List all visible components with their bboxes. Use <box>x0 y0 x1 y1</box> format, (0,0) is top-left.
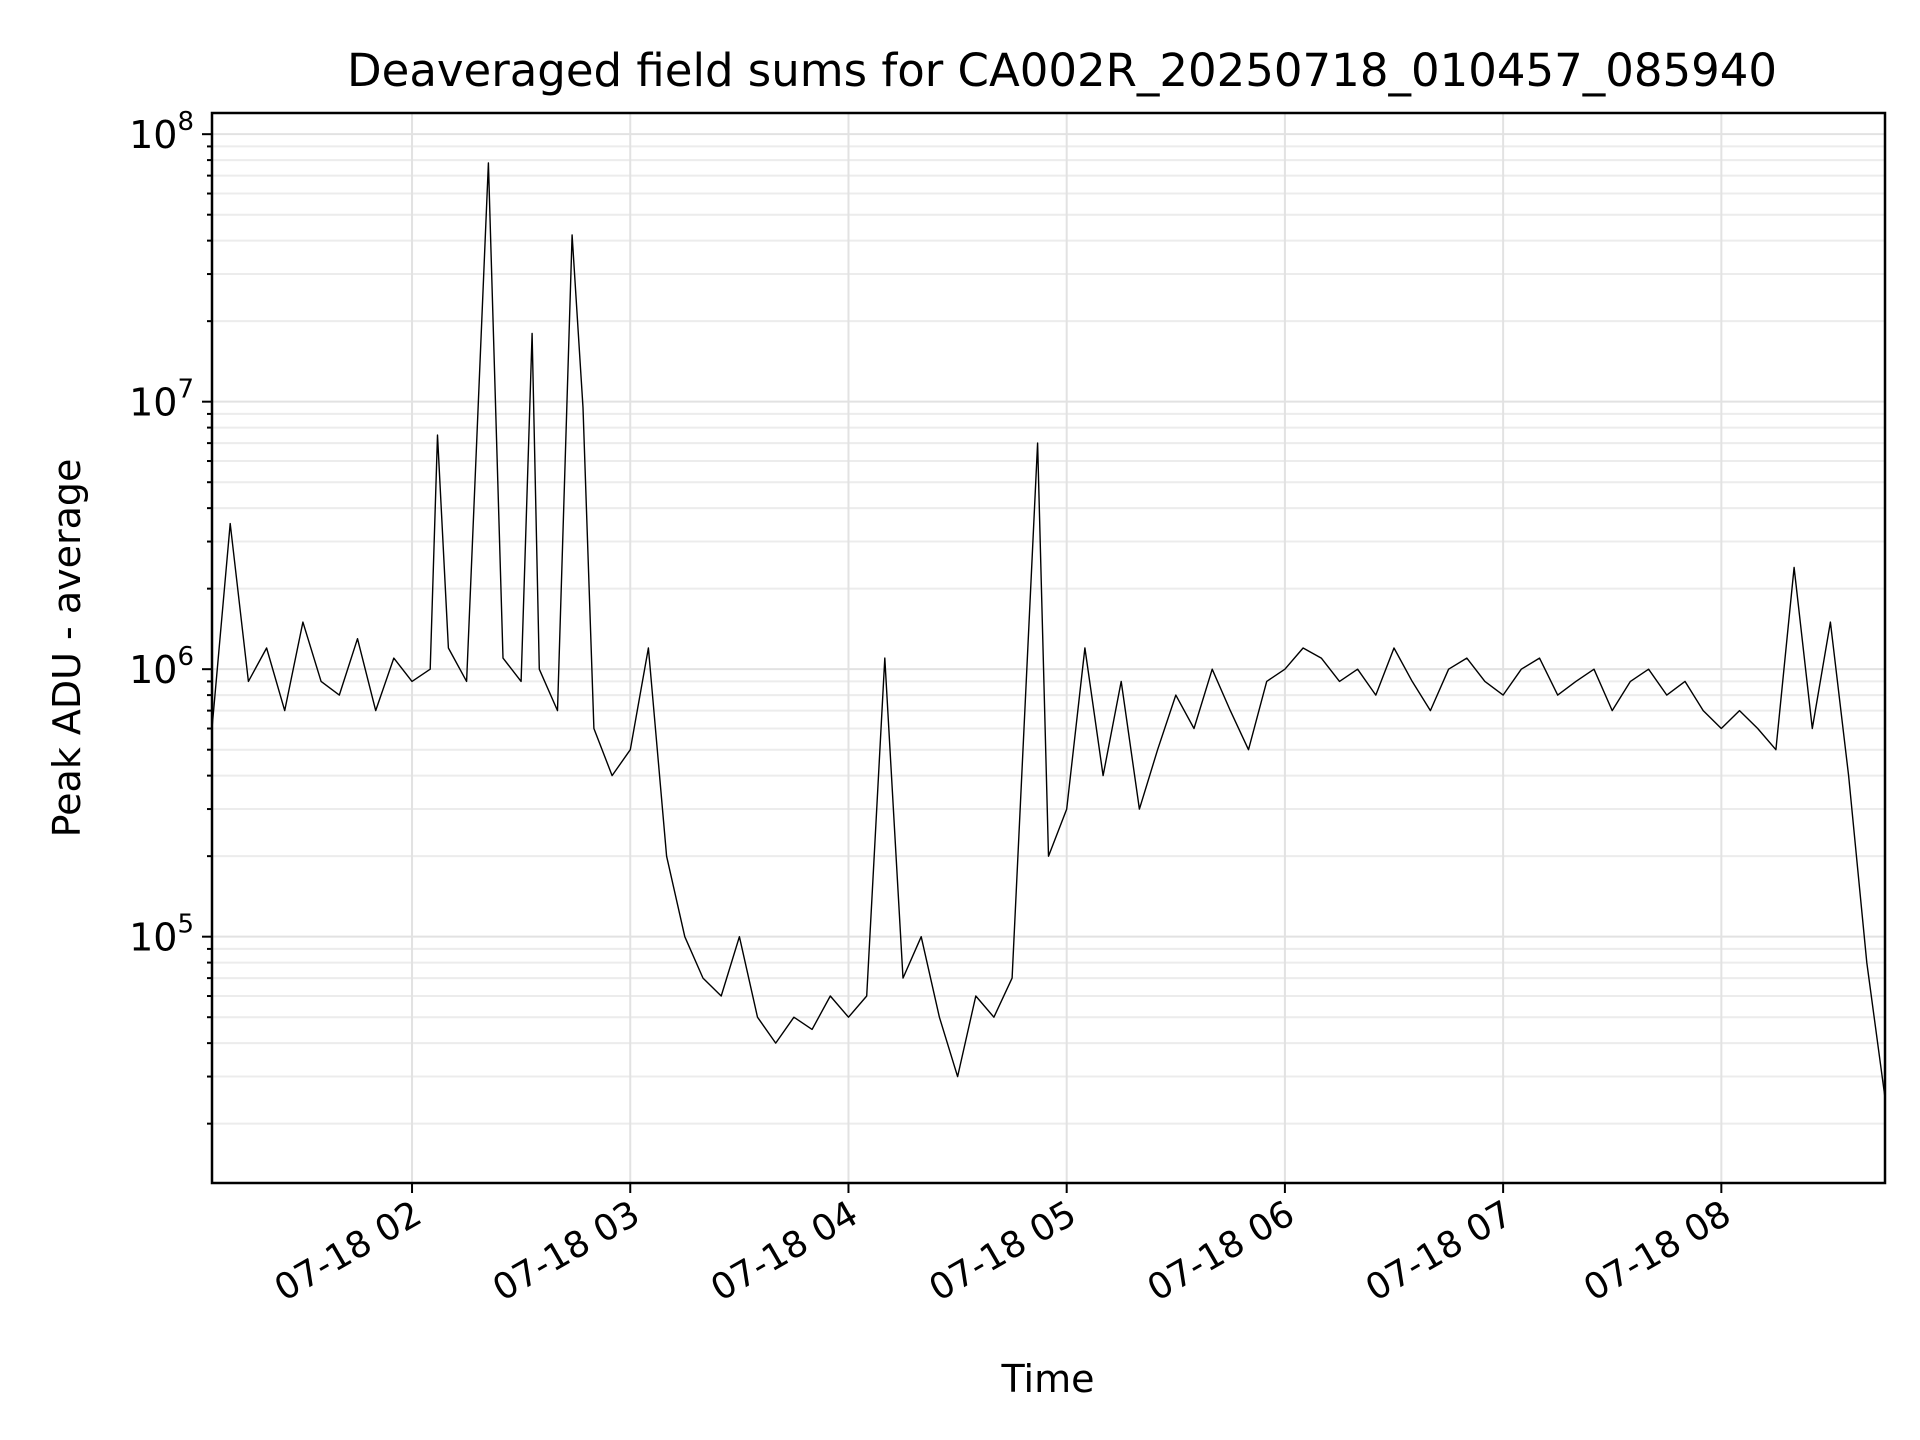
y-axis: 105 106 107 108 <box>129 107 212 1125</box>
series-line-0 <box>211 162 1886 1098</box>
series-line-group <box>211 162 1886 1098</box>
y-tick-label: 108 <box>129 107 194 157</box>
y-tick-label: 107 <box>129 375 194 425</box>
grid <box>212 113 1885 1183</box>
chart-title: Deaveraged field sums for CA002R_2025071… <box>347 44 1777 97</box>
x-axis-label: Time <box>1001 1357 1095 1401</box>
y-tick-label: 106 <box>129 642 194 692</box>
plot-frame <box>210 111 1887 1185</box>
y-tick-label: 105 <box>129 910 194 960</box>
y-axis-label: Peak ADU - average <box>45 459 89 838</box>
